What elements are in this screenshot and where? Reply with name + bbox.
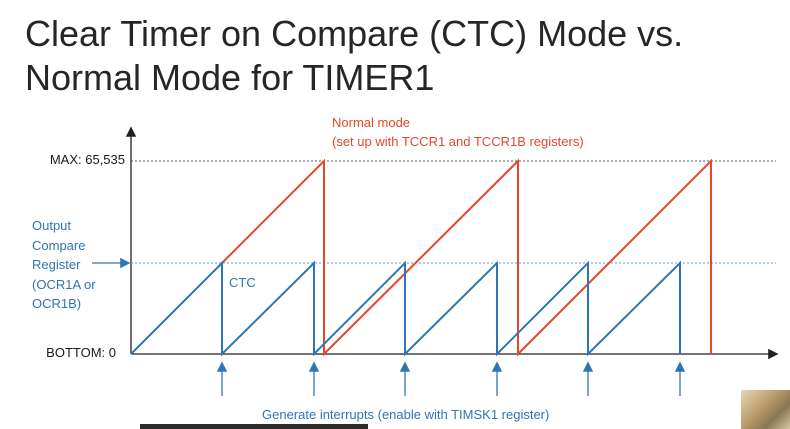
bottom-label: BOTTOM: 0 bbox=[0, 345, 116, 360]
ctc-label: CTC bbox=[229, 275, 256, 290]
interrupt-arrows bbox=[222, 364, 680, 396]
ocr-label-line-3: Register bbox=[32, 255, 96, 275]
interrupt-label: Generate interrupts (enable with TIMSK1 … bbox=[262, 407, 549, 422]
ocr-label-line-2: Compare bbox=[32, 236, 96, 256]
normal-mode-label: Normal mode (set up with TCCR1 and TCCR1… bbox=[332, 113, 584, 151]
max-label: MAX: 65,535 bbox=[0, 152, 125, 167]
presenter-toolbar-strip bbox=[140, 424, 368, 429]
presenter-thumbnail bbox=[741, 390, 790, 429]
normal-mode-waveform bbox=[222, 161, 711, 354]
normal-mode-line-1: Normal mode bbox=[332, 113, 584, 132]
ocr-label-line-1: Output bbox=[32, 216, 96, 236]
normal-mode-line-2: (set up with TCCR1 and TCCR1B registers) bbox=[332, 132, 584, 151]
ctc-waveform bbox=[131, 263, 680, 354]
ocr-register-label: Output Compare Register (OCR1A or OCR1B) bbox=[32, 216, 96, 314]
ocr-label-line-5: OCR1B) bbox=[32, 294, 96, 314]
ocr-label-line-4: (OCR1A or bbox=[32, 275, 96, 295]
